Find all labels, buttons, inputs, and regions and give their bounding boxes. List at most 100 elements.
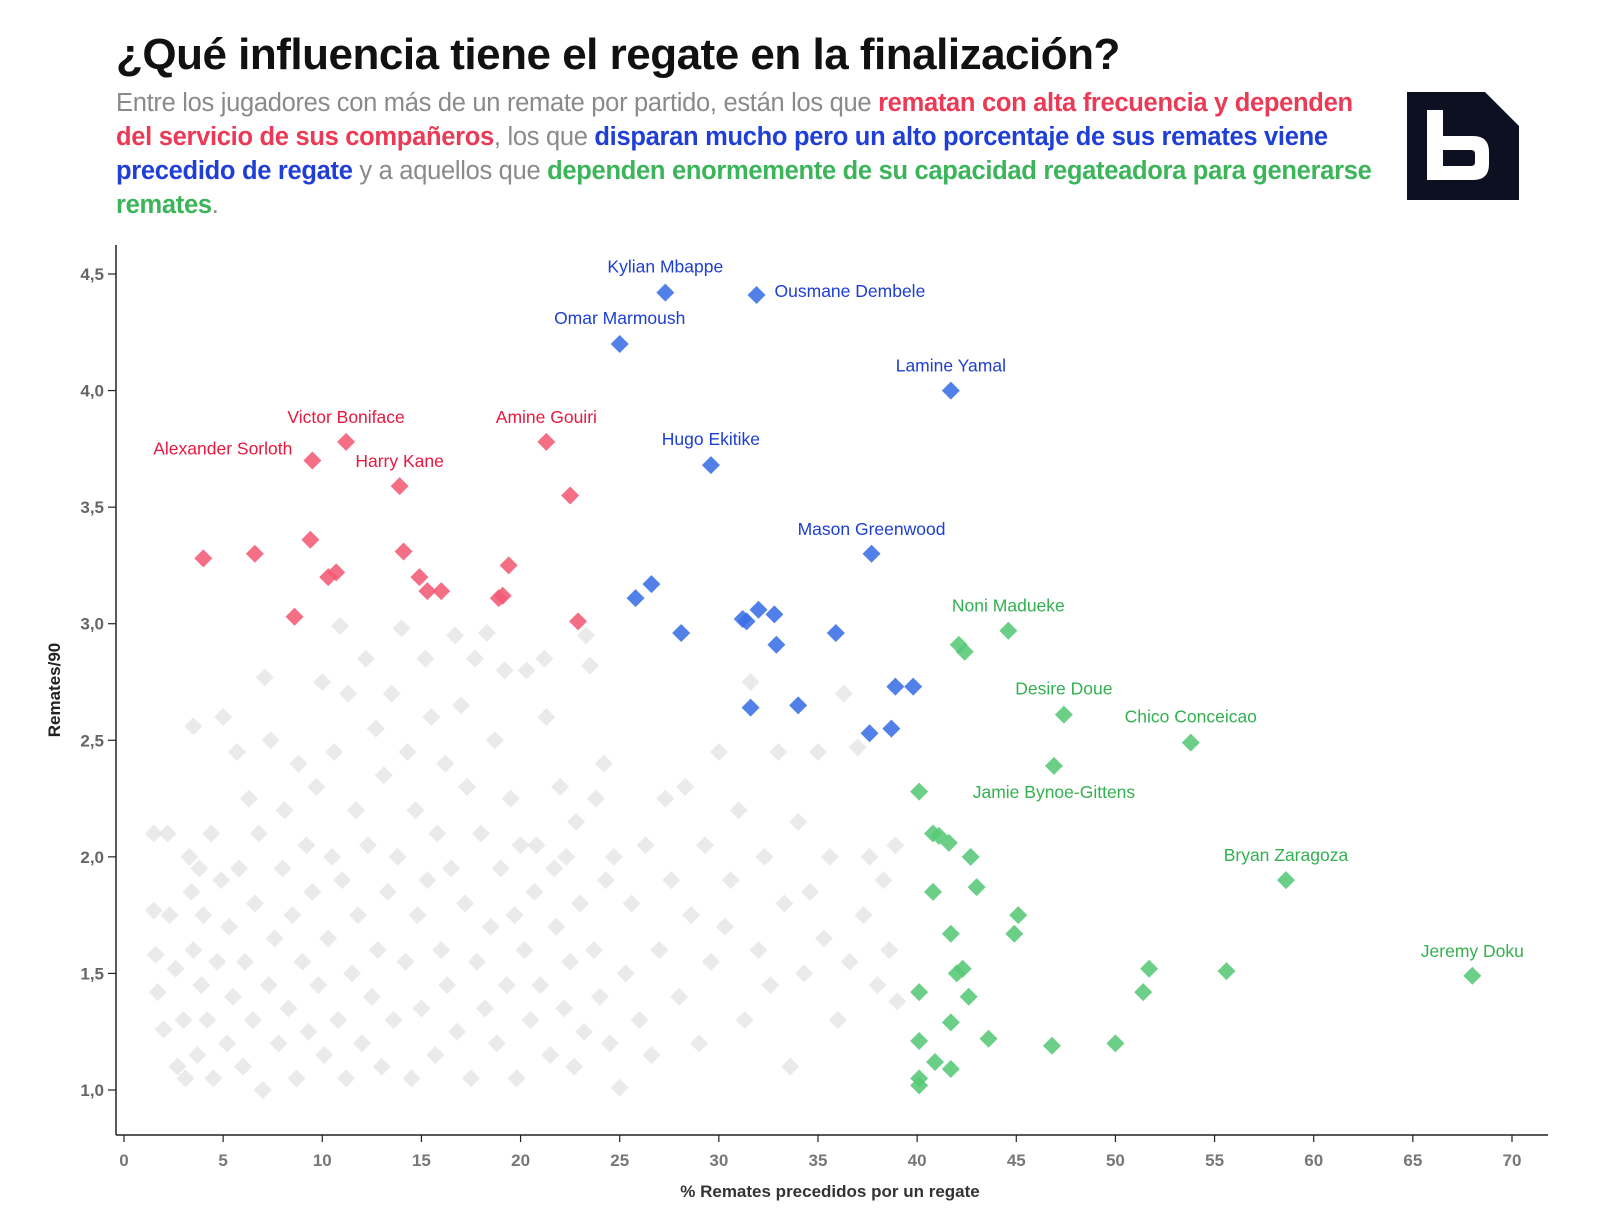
background-player-point (888, 992, 907, 1011)
blue-player-point (789, 696, 808, 715)
background-player-point (828, 1011, 847, 1030)
player-label: Alexander Sorloth (153, 439, 292, 459)
background-player-point (259, 976, 278, 995)
background-player-point (507, 1069, 526, 1088)
background-player-point (561, 952, 580, 971)
background-player-point (208, 952, 227, 971)
subtitle-highlight-green: dependen enormemente de su capacidad reg… (116, 157, 1372, 219)
background-player-point (600, 1034, 619, 1053)
background-player-point (590, 987, 609, 1006)
red-player-point (245, 544, 264, 563)
background-player-point (604, 847, 623, 866)
background-player-point (366, 719, 385, 738)
y-tick-label: 1,0 (80, 1081, 104, 1100)
background-player-point (505, 906, 524, 925)
background-player-point (154, 1020, 173, 1039)
red-player-point (303, 451, 322, 470)
green-player-point (941, 1060, 960, 1079)
background-player-point (230, 859, 249, 878)
background-player-point (715, 917, 734, 936)
y-axis-ticks: 1,0 1,5 2,0 2,5 3,0 3,5 4,0 4,5 (80, 265, 116, 1100)
background-player-point (273, 859, 292, 878)
background-player-point (402, 1069, 421, 1088)
background-player-point (374, 766, 393, 785)
background-player-point (511, 836, 530, 855)
background-player-point (352, 1034, 371, 1053)
background-player-point (809, 742, 827, 761)
green-player-point (1140, 959, 1159, 978)
background-player-point (834, 684, 853, 703)
background-player-point (695, 836, 714, 855)
green-player-point (1044, 756, 1063, 775)
player-label: Noni Madueke (952, 596, 1065, 616)
player-label: Victor Boniface (287, 407, 404, 427)
background-player-point (721, 871, 740, 890)
background-player-point (789, 812, 808, 831)
green-player-point (1276, 871, 1295, 890)
x-tick-label: 45 (1007, 1151, 1026, 1170)
blue-player-point (826, 624, 845, 643)
green-player-point (1005, 924, 1024, 943)
background-player-point (475, 999, 494, 1018)
x-tick-label: 60 (1304, 1151, 1323, 1170)
background-player-point (184, 941, 203, 960)
blue-player-point (626, 589, 645, 608)
green-player-point (979, 1029, 998, 1048)
background-player-point (497, 976, 516, 995)
background-player-point (741, 673, 760, 691)
x-axis-ticks: 0 5 10 15 20 25 30 35 40 45 50 55 60 65 70 (119, 1135, 1521, 1170)
background-player-point (214, 707, 233, 726)
background-player-point (586, 789, 605, 808)
background-player-point (255, 668, 274, 687)
background-player-point (521, 1011, 540, 1030)
green-player-point (1463, 966, 1482, 985)
x-tick-label: 50 (1106, 1151, 1125, 1170)
chart-subtitle: Entre los jugadores con más de un remate… (116, 86, 1376, 222)
background-player-point (168, 1057, 187, 1076)
background-player-point (329, 1011, 348, 1030)
x-tick-label: 25 (610, 1151, 629, 1170)
background-player-point (239, 789, 258, 808)
background-player-point (287, 1069, 306, 1088)
background-player-point (495, 661, 514, 680)
background-player-point (868, 976, 887, 995)
green-player-point (1042, 1036, 1061, 1055)
background-player-point (501, 789, 520, 808)
background-player-point (525, 882, 544, 901)
x-tick-label: 40 (908, 1151, 927, 1170)
background-player-point (690, 1034, 709, 1053)
green-player-point (953, 959, 972, 978)
red-player-point (537, 432, 556, 451)
background-player-point (368, 941, 387, 960)
green-player-point (1009, 906, 1028, 925)
blue-player-point (941, 381, 960, 400)
background-player-point (820, 847, 839, 866)
green-player-point (910, 1032, 929, 1051)
background-player-point (761, 976, 780, 995)
x-tick-label: 15 (412, 1151, 431, 1170)
red-player-point (432, 582, 451, 601)
background-player-point (755, 847, 774, 866)
background-player-point (781, 1057, 800, 1076)
x-tick-label: 70 (1503, 1151, 1522, 1170)
background-player-point (814, 929, 833, 948)
background-player-point (180, 847, 199, 866)
background-player-point (235, 952, 254, 971)
background-player-point (452, 696, 471, 715)
background-player-point (218, 1034, 237, 1053)
background-player-point (446, 626, 465, 645)
background-player-point (339, 684, 358, 703)
background-player-point (584, 941, 603, 960)
background-player-point (487, 1034, 506, 1053)
background-player-point (362, 987, 381, 1006)
blue-player-point (656, 283, 675, 302)
background-player-point (309, 976, 328, 995)
background-player-point (148, 983, 167, 1002)
background-player-point (299, 1022, 318, 1041)
background-player-point (297, 836, 316, 855)
blue-player-point (749, 600, 768, 619)
background-player-point (426, 1046, 445, 1065)
subtitle-part-3: y a aquellos que (352, 157, 548, 185)
background-player-point (465, 649, 484, 668)
background-player-point (346, 801, 365, 820)
